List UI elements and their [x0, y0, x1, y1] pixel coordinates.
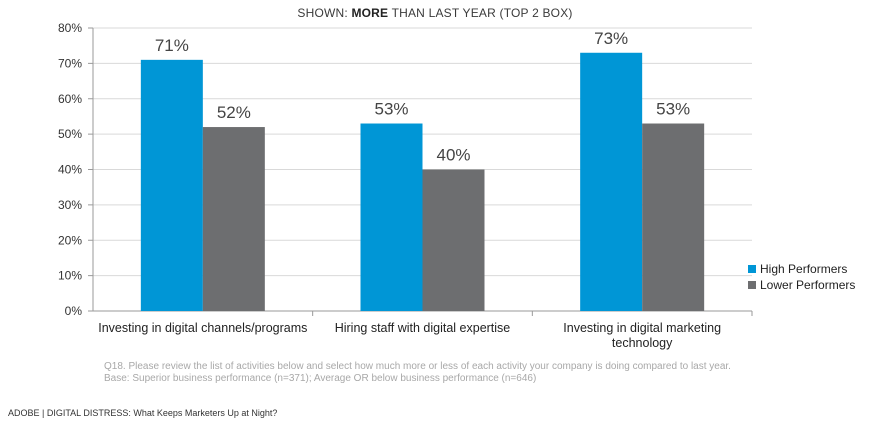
title-prefix: SHOWN: — [297, 6, 352, 20]
legend-swatch — [748, 265, 756, 273]
x-tick-label: Hiring staff with digital expertise — [335, 321, 511, 335]
chart-title: SHOWN: MORE THAN LAST YEAR (TOP 2 BOX) — [0, 6, 870, 20]
x-tick-label: Investing in digital channels/programs — [98, 321, 307, 335]
page-footer: ADOBE | DIGITAL DISTRESS: What Keeps Mar… — [8, 408, 278, 418]
y-tick-label: 10% — [58, 269, 82, 283]
x-tick-label: technology — [612, 336, 673, 350]
y-tick-label: 80% — [58, 21, 82, 35]
data-label: 53% — [374, 100, 408, 119]
y-tick-label: 20% — [58, 233, 82, 247]
bar — [360, 123, 423, 311]
title-emphasis: MORE — [351, 6, 389, 20]
bar — [580, 52, 643, 311]
bar — [642, 123, 705, 311]
y-tick-label: 0% — [65, 304, 83, 318]
title-suffix: THAN LAST YEAR (TOP 2 BOX) — [388, 6, 573, 20]
data-label: 52% — [217, 103, 251, 122]
bar — [140, 59, 203, 312]
footnote-base: Base: Superior business performance (n=3… — [104, 373, 537, 384]
legend-label: Lower Performers — [760, 278, 855, 292]
legend-swatch — [748, 281, 756, 289]
y-tick-label: 70% — [58, 56, 82, 70]
data-label: 40% — [436, 146, 470, 165]
data-label: 53% — [656, 100, 690, 119]
y-tick-label: 50% — [58, 127, 82, 141]
y-tick-label: 40% — [58, 163, 82, 177]
footnote-question: Q18. Please review the list of activitie… — [104, 361, 731, 372]
data-label: 71% — [155, 36, 189, 55]
bar — [202, 127, 265, 311]
data-label: 73% — [594, 29, 628, 48]
y-tick-label: 60% — [58, 92, 82, 106]
x-tick-label: Investing in digital marketing — [563, 321, 721, 335]
y-tick-label: 30% — [58, 198, 82, 212]
bar — [422, 169, 485, 311]
legend-label: High Performers — [760, 262, 847, 276]
